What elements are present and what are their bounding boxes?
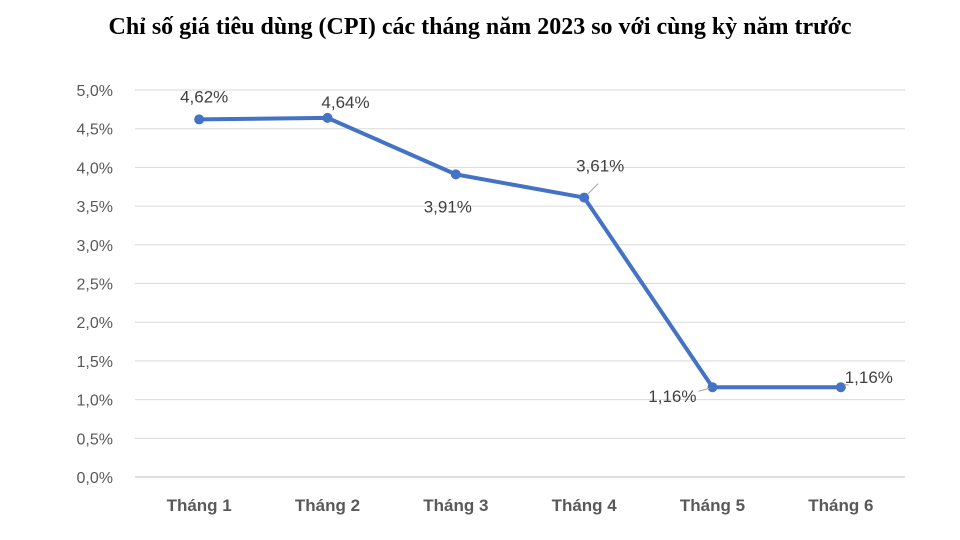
y-tick-label: 3,0% [77,238,113,255]
y-tick-label: 4,5% [77,122,113,139]
y-tick-label: 2,5% [77,277,113,294]
data-label: 1,16% [648,387,696,406]
data-point [450,169,461,180]
x-tick-label: Tháng 2 [295,496,360,515]
y-tick-label: 2,0% [77,315,113,332]
data-point [322,112,333,123]
axes: 0,0% 0,5% 1,0% 1,5% 2,0% 2,5% 3,0% 3,5% 4,0% 4,5%… [77,83,874,515]
x-tick-label: Tháng 6 [808,496,873,515]
y-tick-label: 1,0% [77,393,113,410]
label-leader-line [698,387,710,392]
label-leader-line [586,183,599,195]
x-tick-label: Tháng 5 [680,496,745,515]
y-tick-label: 0,5% [77,431,113,448]
data-point [835,382,846,393]
y-tick-label: 3,5% [77,199,113,216]
chart-title: Chỉ số giá tiêu dùng (CPI) các tháng năm… [108,14,852,40]
data-point [707,382,718,393]
data-label: 3,61% [576,157,624,176]
x-tick-label: Tháng 1 [167,496,232,515]
data-point [194,114,205,125]
data-label: 1,16% [845,368,893,387]
y-tick-label: 1,5% [77,354,113,371]
y-tick-label: 0,0% [77,470,113,487]
y-tick-label: 5,0% [77,83,113,100]
data-label: 3,91% [424,197,472,216]
label-leader-line [843,383,849,386]
data-point [579,192,590,203]
y-tick-label: 4,0% [77,160,113,177]
data-label: 4,62% [180,87,228,106]
series-line-path [197,115,843,390]
x-tick-label: Tháng 4 [552,496,618,515]
data-label: 4,64% [321,93,369,112]
gridlines [135,89,905,478]
data-labels: 4,62% 4,64% 3,91% 3,61% 1,16% 1,16% [180,87,893,406]
series-line [194,112,846,393]
x-tick-label: Tháng 3 [423,496,488,515]
